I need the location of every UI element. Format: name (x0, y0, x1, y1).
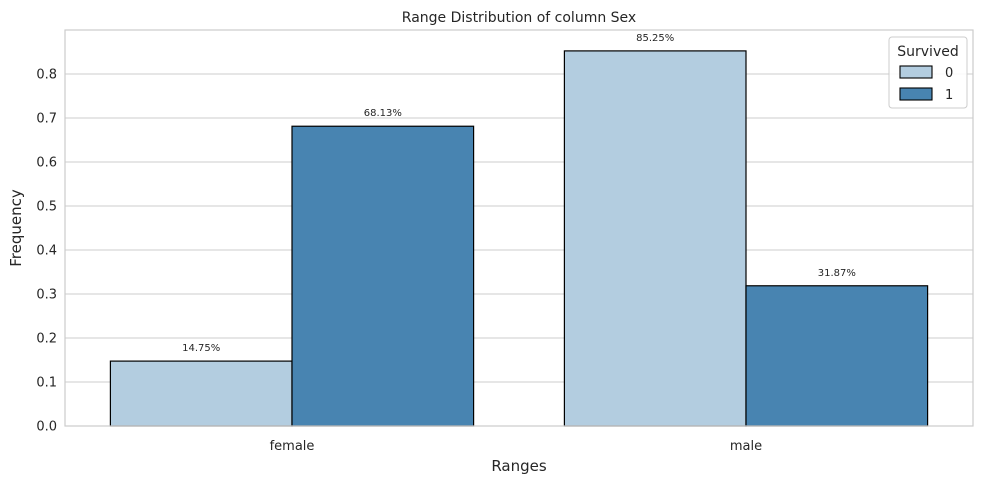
bar-value-label: 85.25% (636, 33, 674, 44)
y-tick-label: 0.6 (36, 156, 57, 171)
y-tick-label: 0.4 (36, 244, 57, 259)
bars (109, 50, 929, 427)
chart-title: Range Distribution of column Sex (402, 10, 636, 26)
bar-male-1 (745, 285, 929, 427)
legend: Survived 01 (888, 36, 968, 109)
x-axis-label: Ranges (491, 457, 547, 475)
y-tick-label: 0.1 (36, 376, 57, 391)
legend-title: Survived (897, 44, 958, 60)
bar-male-0 (563, 50, 747, 427)
x-tick-label: female (270, 439, 315, 454)
x-tick-label: male (730, 439, 762, 454)
plot-frame (64, 29, 974, 427)
legend-label: 1 (945, 88, 953, 103)
bar-value-label: 68.13% (364, 108, 402, 119)
y-tick-label: 0.2 (36, 332, 57, 347)
legend-label: 0 (945, 66, 953, 81)
legend-swatch (899, 65, 933, 79)
bar-value-label: 31.87% (818, 268, 856, 279)
legend-items: 01 (899, 65, 953, 103)
bar-female-1 (291, 125, 475, 427)
y-tick-label: 0.8 (36, 68, 57, 83)
y-tick-label: 0.5 (36, 200, 57, 215)
y-tick-label: 0.7 (36, 112, 57, 127)
legend-swatch (899, 87, 933, 101)
data-labels: 14.75% 68.13% 85.25% 31.87% (182, 33, 856, 354)
y-axis-label: Frequency (7, 189, 25, 267)
y-tick-label: 0.3 (36, 288, 57, 303)
bar-female-0 (109, 360, 293, 427)
y-axis-ticks: 0.0 0.1 0.2 0.3 0.4 0.5 0.6 0.7 0.8 (36, 68, 57, 435)
bar-value-label: 14.75% (182, 343, 220, 354)
y-tick-label: 0.0 (36, 420, 57, 435)
x-axis-ticks: female male (270, 439, 763, 454)
